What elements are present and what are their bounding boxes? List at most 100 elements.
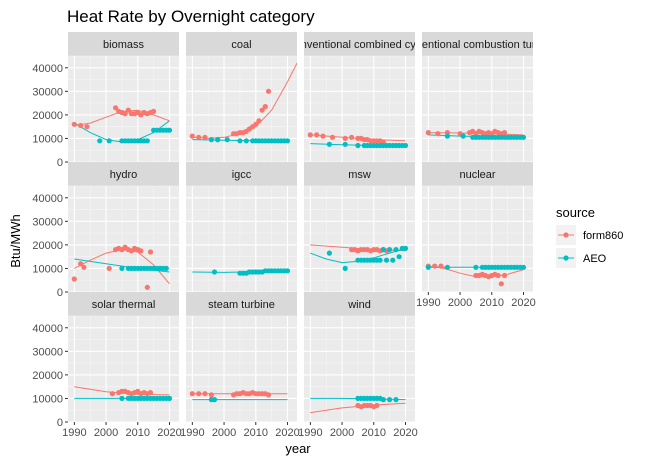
panel-background	[186, 186, 297, 292]
data-point-AEO	[396, 254, 402, 260]
y-tick-label: 0	[57, 157, 63, 169]
panel-data	[425, 128, 527, 140]
facet-strip	[304, 32, 415, 56]
data-point-AEO	[119, 395, 125, 401]
data-point-AEO	[473, 264, 479, 270]
data-point-form860	[432, 263, 438, 269]
data-point-form860	[425, 130, 431, 136]
data-point-AEO	[119, 265, 125, 271]
x-tick-label: 2010	[244, 427, 268, 439]
facet-panel: conventional combustion turbine	[399, 32, 557, 163]
x-tick-label: 2000	[94, 427, 118, 439]
y-tick-label: 10000	[32, 263, 63, 275]
data-point-form860	[329, 134, 336, 140]
y-tick-label: 10000	[32, 393, 63, 405]
legend-label: form860	[583, 230, 623, 242]
data-point-form860	[71, 276, 77, 282]
facet-strip-label: wind	[347, 299, 371, 311]
data-point-form860	[501, 130, 508, 136]
panel-data	[192, 268, 291, 276]
facet-strip-label: hydro	[110, 169, 138, 181]
data-point-AEO	[97, 138, 103, 144]
x-tick-label: 2020	[393, 427, 417, 439]
panel-background	[68, 186, 179, 292]
y-tick-label: 0	[57, 287, 63, 299]
data-point-AEO	[342, 141, 348, 147]
panel-data	[307, 132, 409, 149]
y-axis-title: Btu/MWh	[8, 214, 23, 267]
facet-strip	[68, 32, 179, 56]
legend-key-point	[563, 232, 569, 238]
data-point-AEO	[383, 257, 390, 263]
data-point-form860	[71, 121, 77, 127]
data-point-form860	[495, 272, 501, 279]
facet-panel: steam turbine 1990 2000 2010 2020	[180, 292, 300, 439]
facet-strip-label: conventional combustion turbine	[399, 39, 557, 51]
y-tick-label: 30000	[32, 216, 63, 228]
data-point-AEO	[144, 138, 150, 144]
data-point-AEO	[284, 268, 291, 274]
panel-background	[186, 56, 297, 162]
data-point-AEO	[208, 137, 214, 143]
data-point-form860	[147, 390, 154, 396]
panel-data	[189, 62, 297, 144]
y-tick-label: 20000	[32, 370, 63, 382]
panel-data	[310, 244, 409, 271]
legend-label: AEO	[583, 253, 607, 265]
facet-strip-label: msw	[348, 169, 371, 181]
facet-strip	[186, 162, 297, 186]
data-point-form860	[109, 391, 115, 397]
facet-panel: nuclear 1990 2000 2010 2020	[416, 162, 536, 309]
x-tick-label: 1990	[298, 427, 322, 439]
panel-data	[71, 244, 170, 290]
data-point-AEO	[284, 138, 291, 144]
data-point-AEO	[342, 265, 348, 271]
x-axis-title: year	[285, 441, 311, 456]
y-tick-label: 20000	[32, 110, 63, 122]
data-point-form860	[81, 264, 87, 270]
data-point-form860	[253, 121, 259, 127]
data-point-form860	[320, 133, 326, 139]
data-point-AEO	[166, 127, 173, 133]
data-point-AEO	[243, 138, 249, 144]
facet-panel: wind 1990 2000 2010 2020	[298, 292, 418, 439]
data-point-AEO	[444, 133, 450, 139]
data-point-AEO	[387, 397, 393, 403]
data-point-AEO	[387, 247, 393, 253]
data-point-AEO	[402, 142, 409, 149]
x-tick-label: 2010	[126, 427, 150, 439]
facet-strip	[422, 162, 533, 186]
data-point-form860	[342, 135, 348, 141]
data-point-form860	[106, 265, 112, 271]
y-tick-label: 10000	[32, 133, 63, 145]
data-point-form860	[113, 105, 119, 111]
data-point-AEO	[444, 264, 450, 270]
data-point-form860	[196, 391, 202, 397]
data-point-form860	[125, 107, 131, 113]
data-point-AEO	[166, 395, 173, 401]
data-point-AEO	[224, 137, 230, 143]
x-tick-label: 2000	[212, 427, 236, 439]
y-tick-label: 40000	[32, 323, 63, 335]
data-point-AEO	[377, 257, 383, 263]
panel-data	[425, 263, 527, 287]
data-point-AEO	[520, 134, 527, 140]
data-point-form860	[438, 263, 444, 269]
data-point-AEO	[520, 264, 527, 270]
facet-panel: hydro 0 10000 20000 30000 40000	[32, 162, 179, 299]
data-point-form860	[435, 131, 441, 137]
legend: source form860 AEO	[556, 205, 623, 268]
data-point-AEO	[211, 269, 218, 275]
facet-strip-label: steam turbine	[208, 299, 275, 311]
facet-strip	[186, 32, 297, 56]
data-point-form860	[189, 133, 195, 139]
legend-title: source	[556, 205, 595, 220]
data-point-AEO	[106, 138, 112, 144]
data-point-AEO	[355, 142, 361, 149]
data-point-AEO	[326, 141, 332, 147]
facet-strip	[304, 292, 415, 316]
data-point-AEO	[393, 397, 399, 403]
data-point-form860	[314, 132, 320, 138]
facet-panel: msw	[304, 162, 415, 293]
data-point-AEO	[215, 137, 221, 143]
